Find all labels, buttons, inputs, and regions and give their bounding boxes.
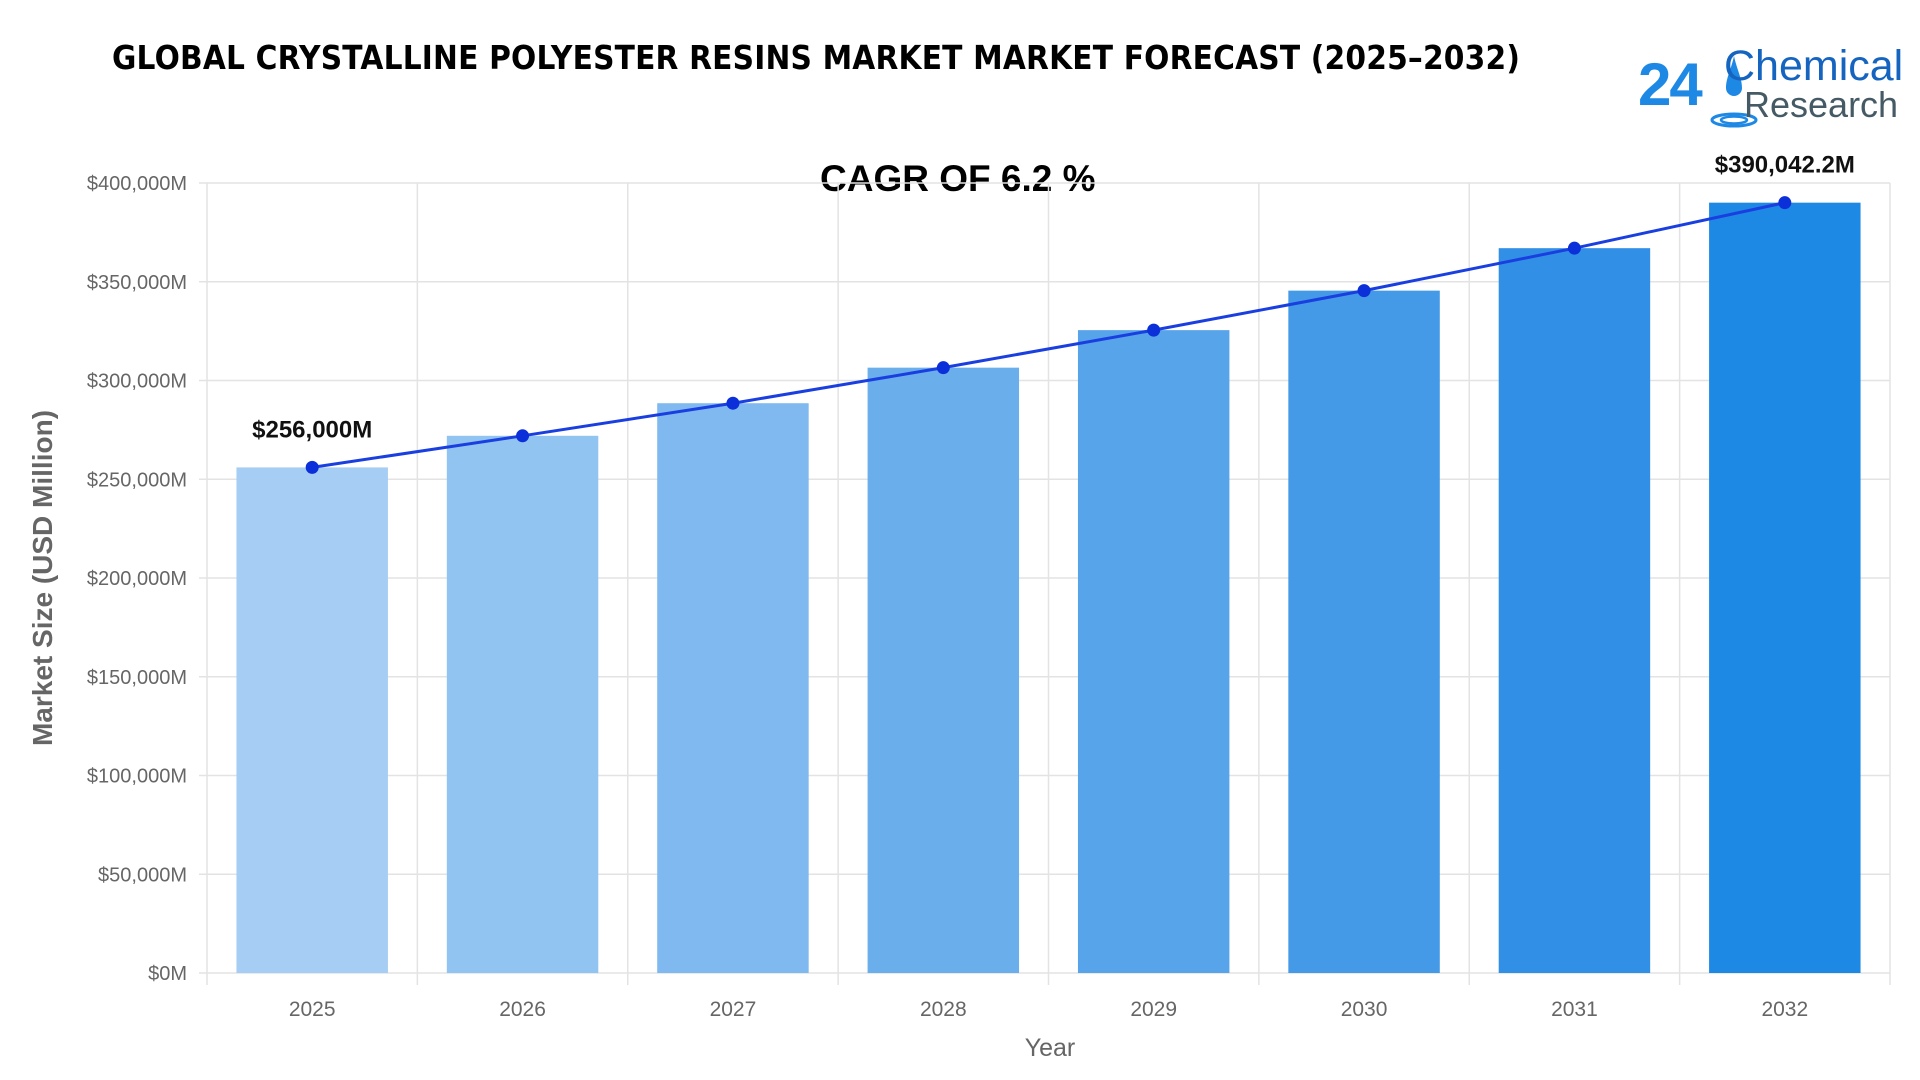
x-tick-label: 2027 <box>710 998 757 1021</box>
y-tick-label: $400,000M <box>87 173 187 195</box>
data-label: $390,042.2M <box>1715 152 1855 179</box>
bar-2030 <box>1288 290 1440 973</box>
chart-title: GLOBAL CRYSTALLINE POLYESTER RESINS MARK… <box>112 38 1521 77</box>
bar-2031 <box>1498 248 1651 974</box>
y-axis-label: Market Size (USD Million) <box>27 410 58 746</box>
trend-line <box>305 196 1792 474</box>
y-tick-label: $200,000M <box>87 568 187 590</box>
y-tick-label: $150,000M <box>87 667 187 689</box>
y-tick-label: $50,000M <box>98 864 187 886</box>
y-tick-label: $350,000M <box>87 272 187 294</box>
cagr-label: CAGR OF 6.2 % <box>820 158 1096 199</box>
trend-point-2027 <box>726 396 740 410</box>
data-labels: $256,000M $390,042.2M <box>252 152 1855 444</box>
y-tick-label: $300,000M <box>87 371 187 393</box>
chart-bars <box>236 202 1861 974</box>
company-logo: 24 Chemical Research <box>1632 38 1904 130</box>
trend-point-2032 <box>1778 196 1792 210</box>
trend-line-path <box>311 201 1786 469</box>
bar-2032 <box>1709 202 1861 974</box>
x-tick-label: 2028 <box>920 998 967 1021</box>
y-tick-label: $0M <box>148 963 187 985</box>
logo-droplet-icon <box>1710 56 1758 128</box>
y-axis-ticks: $0M $50,000M $100,000M $150,000M $200,000M $2… <box>87 173 187 985</box>
trend-point-2030 <box>1357 284 1371 298</box>
y-tick-label: $250,000M <box>87 469 187 491</box>
x-tick-label: 2032 <box>1761 998 1808 1021</box>
x-tick-label: 2025 <box>289 998 336 1021</box>
trend-point-2031 <box>1567 241 1581 255</box>
trend-point-2026 <box>516 429 530 443</box>
data-label: $256,000M <box>252 416 372 443</box>
x-axis-ticks: 2025 2026 2027 2028 2029 2030 2031 2032 <box>289 998 1808 1021</box>
x-axis-label: Year <box>1025 1034 1076 1062</box>
x-tick-label: 2026 <box>499 998 546 1021</box>
bar-2025 <box>236 467 388 973</box>
logo-number: 24 <box>1638 51 1703 118</box>
trend-point-2028 <box>936 361 950 375</box>
logo-text-chemical: Chemical <box>1724 42 1904 90</box>
bar-2027 <box>657 403 809 973</box>
trend-point-2025 <box>305 460 319 474</box>
trend-point-2029 <box>1147 323 1161 337</box>
logo-text-research: Research <box>1744 84 1899 125</box>
x-tick-label: 2030 <box>1341 998 1388 1021</box>
bar-2029 <box>1077 330 1230 973</box>
y-tick-label: $100,000M <box>87 766 187 788</box>
bar-2028 <box>867 367 1020 974</box>
bar-2026 <box>446 435 599 973</box>
x-tick-label: 2029 <box>1130 998 1177 1021</box>
x-tick-label: 2031 <box>1551 998 1598 1021</box>
